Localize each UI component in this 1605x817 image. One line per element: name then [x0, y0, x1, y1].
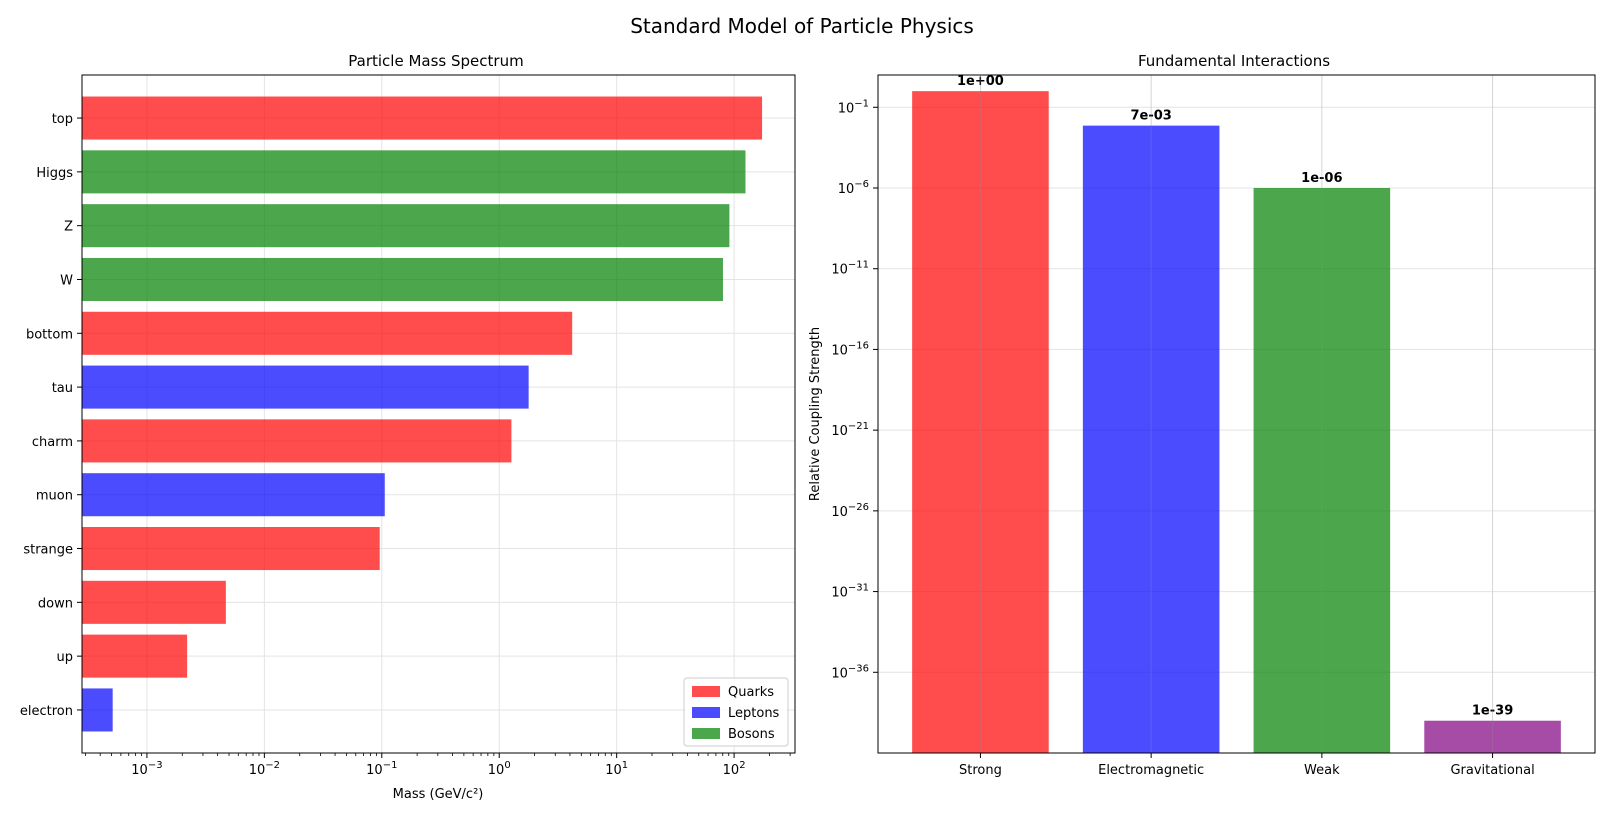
mass-y-tick-label: tau	[52, 381, 73, 396]
mass-y-tick-label: charm	[32, 435, 73, 450]
mass-bar-up	[82, 634, 188, 678]
mass-y-tick-label: strange	[23, 543, 73, 558]
mass-legend-label-bosons: Bosons	[728, 727, 775, 742]
interactions-y-ticks: 10−1 10−6 10−11 10−16 10−21 10−26 10−31 10−36	[831, 98, 878, 681]
interactions-x-tick-label: Weak	[1304, 763, 1340, 778]
interactions-y-tick-label: 10−11	[831, 260, 869, 278]
mass-y-tick-label: muon	[36, 489, 73, 504]
interaction-bar-weak	[1253, 188, 1391, 753]
mass-y-tick-label: electron	[20, 704, 73, 719]
mass-x-tick-label: 10−2	[249, 760, 280, 778]
interaction-bar-gravitational	[1424, 720, 1561, 753]
mass-bar-w	[82, 257, 723, 301]
mass-legend-swatch-quarks	[692, 686, 720, 697]
interaction-value-label: 1e-06	[1301, 171, 1342, 186]
mass-y-tick-label: bottom	[26, 327, 73, 342]
interactions-y-tick-label: 10−26	[831, 502, 869, 520]
mass-x-tick-label: 10−3	[131, 760, 162, 778]
mass-legend-swatch-leptons	[692, 707, 720, 718]
mass-spectrum-frame	[81, 74, 796, 754]
mass-legend-label-quarks: Quarks	[728, 685, 774, 700]
figure-title: Standard Model of Particle Physics	[630, 14, 974, 38]
interactions-panel: Fundamental Interactions 1e+00 7e-03 1e-06…	[808, 52, 1596, 778]
mass-y-tick-label: top	[52, 112, 73, 127]
mass-legend-swatch-bosons	[692, 728, 720, 739]
mass-bar-charm	[82, 419, 512, 463]
mass-y-tick-label: down	[38, 596, 73, 611]
interactions-x-ticks: Strong Electromagnetic Weak Gravitational	[959, 753, 1535, 778]
mass-spectrum-panel: Particle Mass Spectrum 10−3 10−2 10−1 100 10…	[20, 52, 796, 802]
mass-bar-muon	[82, 473, 385, 517]
interactions-frame	[877, 74, 1596, 754]
interactions-y-tick-label: 10−31	[831, 583, 869, 601]
mass-legend: Quarks Leptons Bosons	[683, 677, 789, 747]
mass-bar-strange	[82, 527, 380, 571]
mass-bar-bottom	[82, 311, 573, 355]
mass-spectrum-title: Particle Mass Spectrum	[348, 52, 523, 70]
mass-legend-label-leptons: Leptons	[728, 706, 780, 721]
mass-x-ticks: 10−3 10−2 10−1 100 101 102	[85, 753, 791, 778]
interactions-y-tick-label: 10−6	[838, 179, 869, 197]
interactions-x-tick-label: Strong	[959, 763, 1002, 778]
interactions-x-tick-label: Gravitational	[1450, 763, 1534, 778]
mass-y-tick-label: Z	[64, 220, 73, 235]
mass-x-tick-label: 100	[488, 760, 511, 778]
mass-x-tick-label: 102	[723, 760, 746, 778]
mass-y-tick-label: Higgs	[36, 166, 73, 181]
mass-bar-tau	[82, 365, 529, 409]
mass-bar-electron	[82, 688, 113, 732]
interactions-y-tick-label: 10−36	[831, 663, 869, 681]
interaction-value-label: 1e+00	[957, 74, 1004, 89]
interaction-bar-electromagnetic	[1082, 125, 1220, 753]
mass-bar-z	[82, 204, 730, 248]
mass-bar-top	[82, 96, 763, 140]
interactions-y-axis-label: Relative Coupling Strength	[808, 327, 823, 501]
interactions-y-tick-label: 10−1	[838, 98, 869, 116]
interactions-bars: 1e+00 7e-03 1e-06 1e-39	[912, 74, 1561, 753]
interaction-value-label: 1e-39	[1472, 704, 1513, 719]
mass-bar-down	[82, 580, 226, 624]
interaction-value-label: 7e-03	[1130, 109, 1171, 124]
interactions-y-tick-label: 10−16	[831, 340, 869, 358]
mass-x-tick-label: 101	[605, 760, 628, 778]
mass-y-tick-label: up	[57, 650, 74, 665]
mass-spectrum-bars	[82, 96, 763, 732]
mass-y-ticks: electron up down strange muon charm tau bottom W…	[20, 112, 82, 719]
mass-x-axis-label: Mass (GeV/c²)	[393, 787, 484, 802]
mass-x-tick-label: 10−1	[366, 760, 397, 778]
interaction-bar-strong	[912, 91, 1049, 753]
interactions-title: Fundamental Interactions	[1138, 52, 1330, 70]
mass-bar-higgs	[82, 150, 746, 194]
interactions-x-tick-label: Electromagnetic	[1098, 763, 1204, 778]
interactions-y-tick-label: 10−21	[831, 421, 869, 439]
mass-y-tick-label: W	[60, 273, 73, 288]
